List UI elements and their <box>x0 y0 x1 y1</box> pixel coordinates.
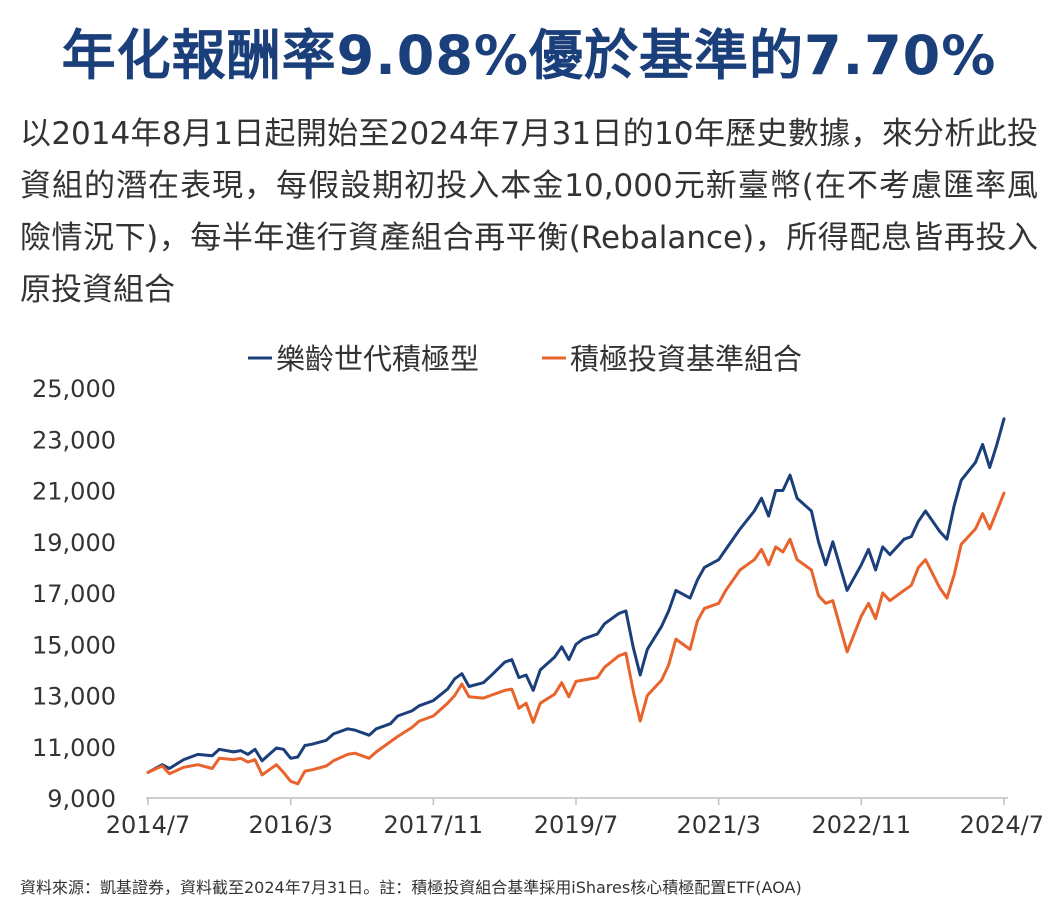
y-tick-label: 13,000 <box>32 683 116 711</box>
y-tick-label: 25,000 <box>32 375 116 403</box>
y-tick-label: 9,000 <box>47 785 116 813</box>
x-tick-label: 2019/7 <box>534 811 618 839</box>
line-chart: 樂齡世代積極型 積極投資基準組合 25,000 23,000 21,000 19,000 1… <box>32 342 1044 839</box>
page-title: 年化報酬率9.08%優於基準的7.70% <box>61 24 997 87</box>
x-tick-label: 2024/7 <box>960 811 1044 839</box>
x-tick-label: 2014/7 <box>106 811 190 839</box>
y-tick-label: 11,000 <box>32 734 116 762</box>
x-tick-label: 2021/3 <box>676 811 760 839</box>
description-paragraph: 以2014年8月1日起開始至2024年7月31日的10年歷史數據，來分析此投資組… <box>20 116 1038 308</box>
legend-label-2: 積極投資基準組合 <box>570 342 802 376</box>
series-line-1 <box>146 417 1006 774</box>
y-tick-label: 15,000 <box>32 631 116 659</box>
y-tick-label: 23,000 <box>32 426 116 454</box>
y-tick-label: 21,000 <box>32 478 116 506</box>
x-tick-label: 2017/11 <box>383 811 483 839</box>
legend-label-1: 樂齡世代積極型 <box>276 342 479 376</box>
x-tick-label: 2022/11 <box>811 811 911 839</box>
x-tick-label: 2016/3 <box>248 811 332 839</box>
y-tick-label: 17,000 <box>32 580 116 608</box>
y-tick-label: 19,000 <box>32 529 116 557</box>
source-note: 資料來源：凱基證券，資料截至2024年7月31日。註：積極投資組合基準採用iSh… <box>20 878 802 897</box>
series-line-2 <box>146 491 1006 786</box>
